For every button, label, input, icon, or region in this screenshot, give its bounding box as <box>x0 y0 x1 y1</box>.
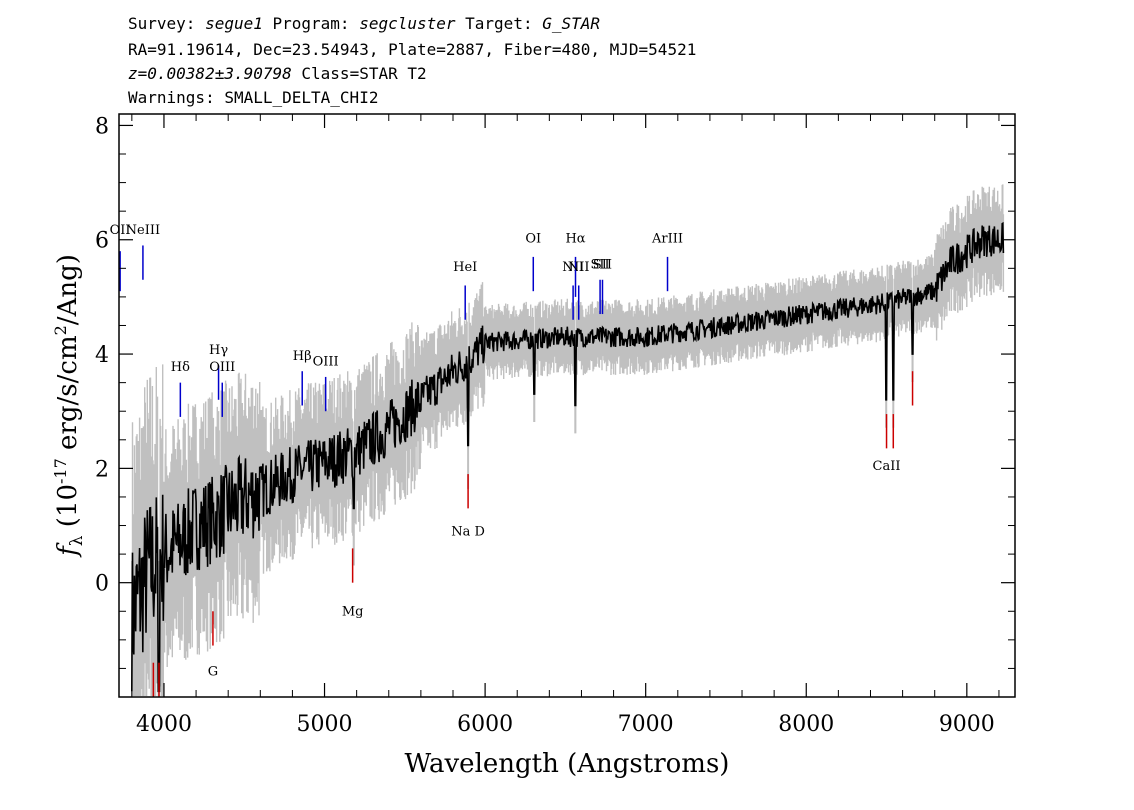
emission-line-label: Hδ <box>171 360 190 375</box>
emission-line-label: Hβ <box>293 349 312 364</box>
header-line-survey: Survey: segue1 Program: segcluster Targe… <box>128 14 600 34</box>
survey-label: Survey: <box>128 14 206 33</box>
axes-layer: 4000 5000 6000 7000 8000 9000 0 2 4 6 8 <box>95 114 1015 737</box>
x-tick-label: 8000 <box>778 712 834 737</box>
absorption-line-label: CaII <box>873 459 901 474</box>
class-value: Class=STAR T2 <box>291 64 427 83</box>
emission-line-label: OIII <box>313 354 339 369</box>
absorption-line-label: Mg <box>342 605 364 620</box>
y-label-mid: erg/s/cm <box>53 335 83 458</box>
survey-value: segue1 <box>205 14 263 33</box>
emission-line-label: HeI <box>453 260 477 275</box>
y-tick-label: 0 <box>95 572 109 597</box>
program-label: Program: <box>262 14 360 33</box>
y-tick-label: 4 <box>95 343 109 368</box>
program-value: segcluster <box>359 14 456 33</box>
x-tick-label: 9000 <box>939 712 995 737</box>
y-tick-label: 8 <box>95 114 109 139</box>
emission-line-label: NII <box>568 260 590 275</box>
series-layer <box>131 184 1005 696</box>
emission-line-label: SII <box>590 257 609 272</box>
y-label-sub: λ <box>67 535 87 546</box>
x-tick-label: 6000 <box>457 712 513 737</box>
flux-series-line <box>131 221 1005 693</box>
header-line-redshift: z=0.00382±3.90798 Class=STAR T2 <box>128 64 427 84</box>
x-tick-label: 4000 <box>136 712 192 737</box>
header-line-warnings: Warnings: SMALL_DELTA_CHI2 <box>128 88 379 107</box>
absorption-line-label: G <box>208 665 218 680</box>
emission-line-label: NII <box>562 260 584 275</box>
emission-line-label: NeIII <box>126 223 160 238</box>
y-label-pre: (10 <box>53 484 83 536</box>
target-label: Target: <box>455 14 543 33</box>
emission-line-label: Hγ <box>209 343 228 358</box>
x-axis-label: Wavelength (Angstroms) <box>405 749 730 779</box>
target-value: G_STAR <box>542 14 601 33</box>
header-line-coordinates: RA=91.19614, Dec=23.54943, Plate=2887, F… <box>128 40 697 59</box>
y-label-exp: -17 <box>51 458 70 484</box>
y-axis-label: fλ (10-17 erg/s/cm2/Ang) <box>51 254 87 558</box>
emission-line-label: OI <box>525 232 541 247</box>
y-tick-label: 6 <box>95 229 109 254</box>
emission-line-label: Hα <box>565 232 585 247</box>
x-tick-label: 5000 <box>297 712 353 737</box>
emission-line-label: OIII <box>209 360 235 375</box>
emission-line-label: SII <box>593 257 612 272</box>
y-label-exp2: 2 <box>51 325 70 335</box>
absorption-line-label: Na D <box>451 525 485 540</box>
y-tick-label: 2 <box>95 457 109 482</box>
emission-line-label: OII <box>110 223 131 238</box>
x-tick-label: 7000 <box>618 712 674 737</box>
emission-line-label: ArIII <box>651 232 683 247</box>
y-label-post: /Ang) <box>53 254 83 325</box>
plot-frame <box>118 113 1016 698</box>
redshift-value: z=0.00382±3.90798 <box>128 64 292 83</box>
